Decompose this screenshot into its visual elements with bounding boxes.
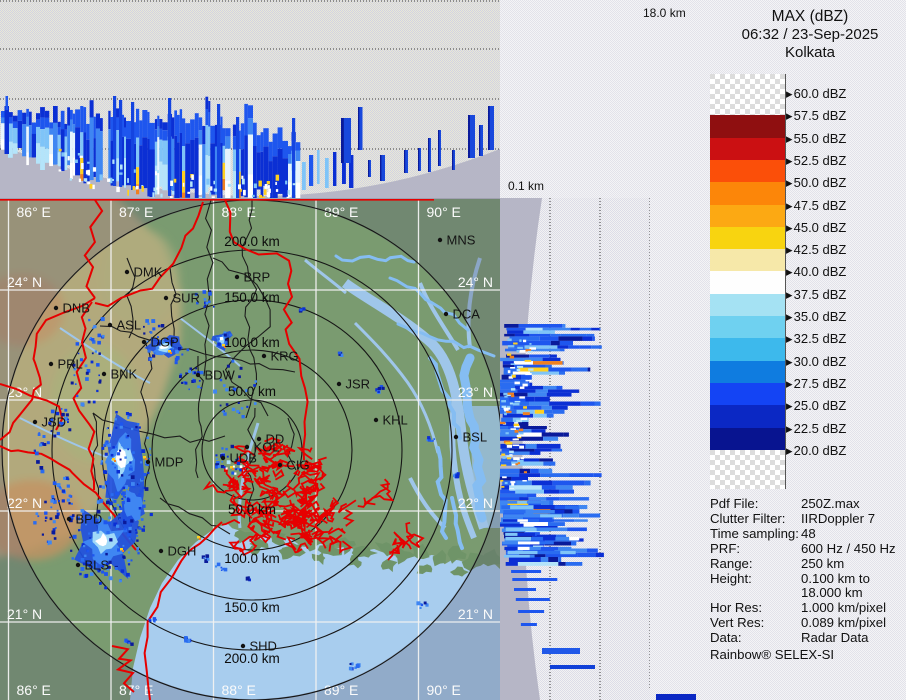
svg-text:86° E: 86° E	[17, 682, 51, 698]
svg-text:JSR: JSR	[346, 377, 371, 392]
svg-text:DGP: DGP	[151, 335, 179, 350]
svg-text:BRP: BRP	[244, 270, 271, 285]
svg-text:KOL: KOL	[254, 440, 280, 455]
svg-text:24° N: 24° N	[7, 274, 42, 290]
svg-text:KRG: KRG	[271, 349, 299, 364]
svg-text:MNS: MNS	[447, 233, 476, 248]
svg-text:CIG: CIG	[287, 458, 310, 473]
svg-text:DD: DD	[266, 432, 285, 447]
svg-text:100.0 km: 100.0 km	[224, 551, 280, 566]
svg-text:86° E: 86° E	[17, 204, 51, 220]
svg-text:BNK: BNK	[111, 367, 138, 382]
svg-text:SUR: SUR	[173, 291, 200, 306]
svg-text:50.0 km: 50.0 km	[228, 502, 276, 517]
svg-text:90° E: 90° E	[427, 682, 461, 698]
svg-text:UDB: UDB	[230, 451, 257, 466]
svg-text:JSD: JSD	[42, 415, 67, 430]
svg-text:BLS: BLS	[85, 558, 110, 573]
svg-text:DNB: DNB	[63, 301, 90, 316]
svg-text:ASL: ASL	[117, 318, 142, 333]
svg-text:89° E: 89° E	[324, 682, 358, 698]
svg-text:200.0 km: 200.0 km	[224, 234, 280, 249]
svg-text:22° N: 22° N	[458, 495, 493, 511]
svg-text:DGH: DGH	[168, 544, 197, 559]
svg-text:DMK: DMK	[134, 265, 163, 280]
svg-text:BSL: BSL	[463, 430, 488, 445]
svg-text:150.0 km: 150.0 km	[224, 600, 280, 615]
svg-text:24° N: 24° N	[458, 274, 493, 290]
svg-text:87° E: 87° E	[119, 204, 153, 220]
svg-text:21° N: 21° N	[458, 606, 493, 622]
svg-text:SHD: SHD	[250, 639, 277, 654]
svg-text:150.0 km: 150.0 km	[224, 290, 280, 305]
svg-text:22° N: 22° N	[7, 495, 42, 511]
svg-text:KHL: KHL	[383, 413, 408, 428]
svg-text:89° E: 89° E	[324, 204, 358, 220]
svg-text:200.0 km: 200.0 km	[224, 651, 280, 666]
svg-text:90° E: 90° E	[427, 204, 461, 220]
svg-text:21° N: 21° N	[7, 606, 42, 622]
svg-text:MDP: MDP	[155, 455, 184, 470]
svg-text:DCA: DCA	[453, 307, 481, 322]
svg-text:88° E: 88° E	[222, 682, 256, 698]
svg-text:50.0 km: 50.0 km	[228, 384, 276, 399]
svg-text:PRL: PRL	[58, 357, 83, 372]
svg-text:23° N: 23° N	[458, 384, 493, 400]
svg-text:100.0 km: 100.0 km	[224, 335, 280, 350]
svg-text:BDW: BDW	[205, 368, 236, 383]
svg-text:BPD: BPD	[76, 512, 103, 527]
